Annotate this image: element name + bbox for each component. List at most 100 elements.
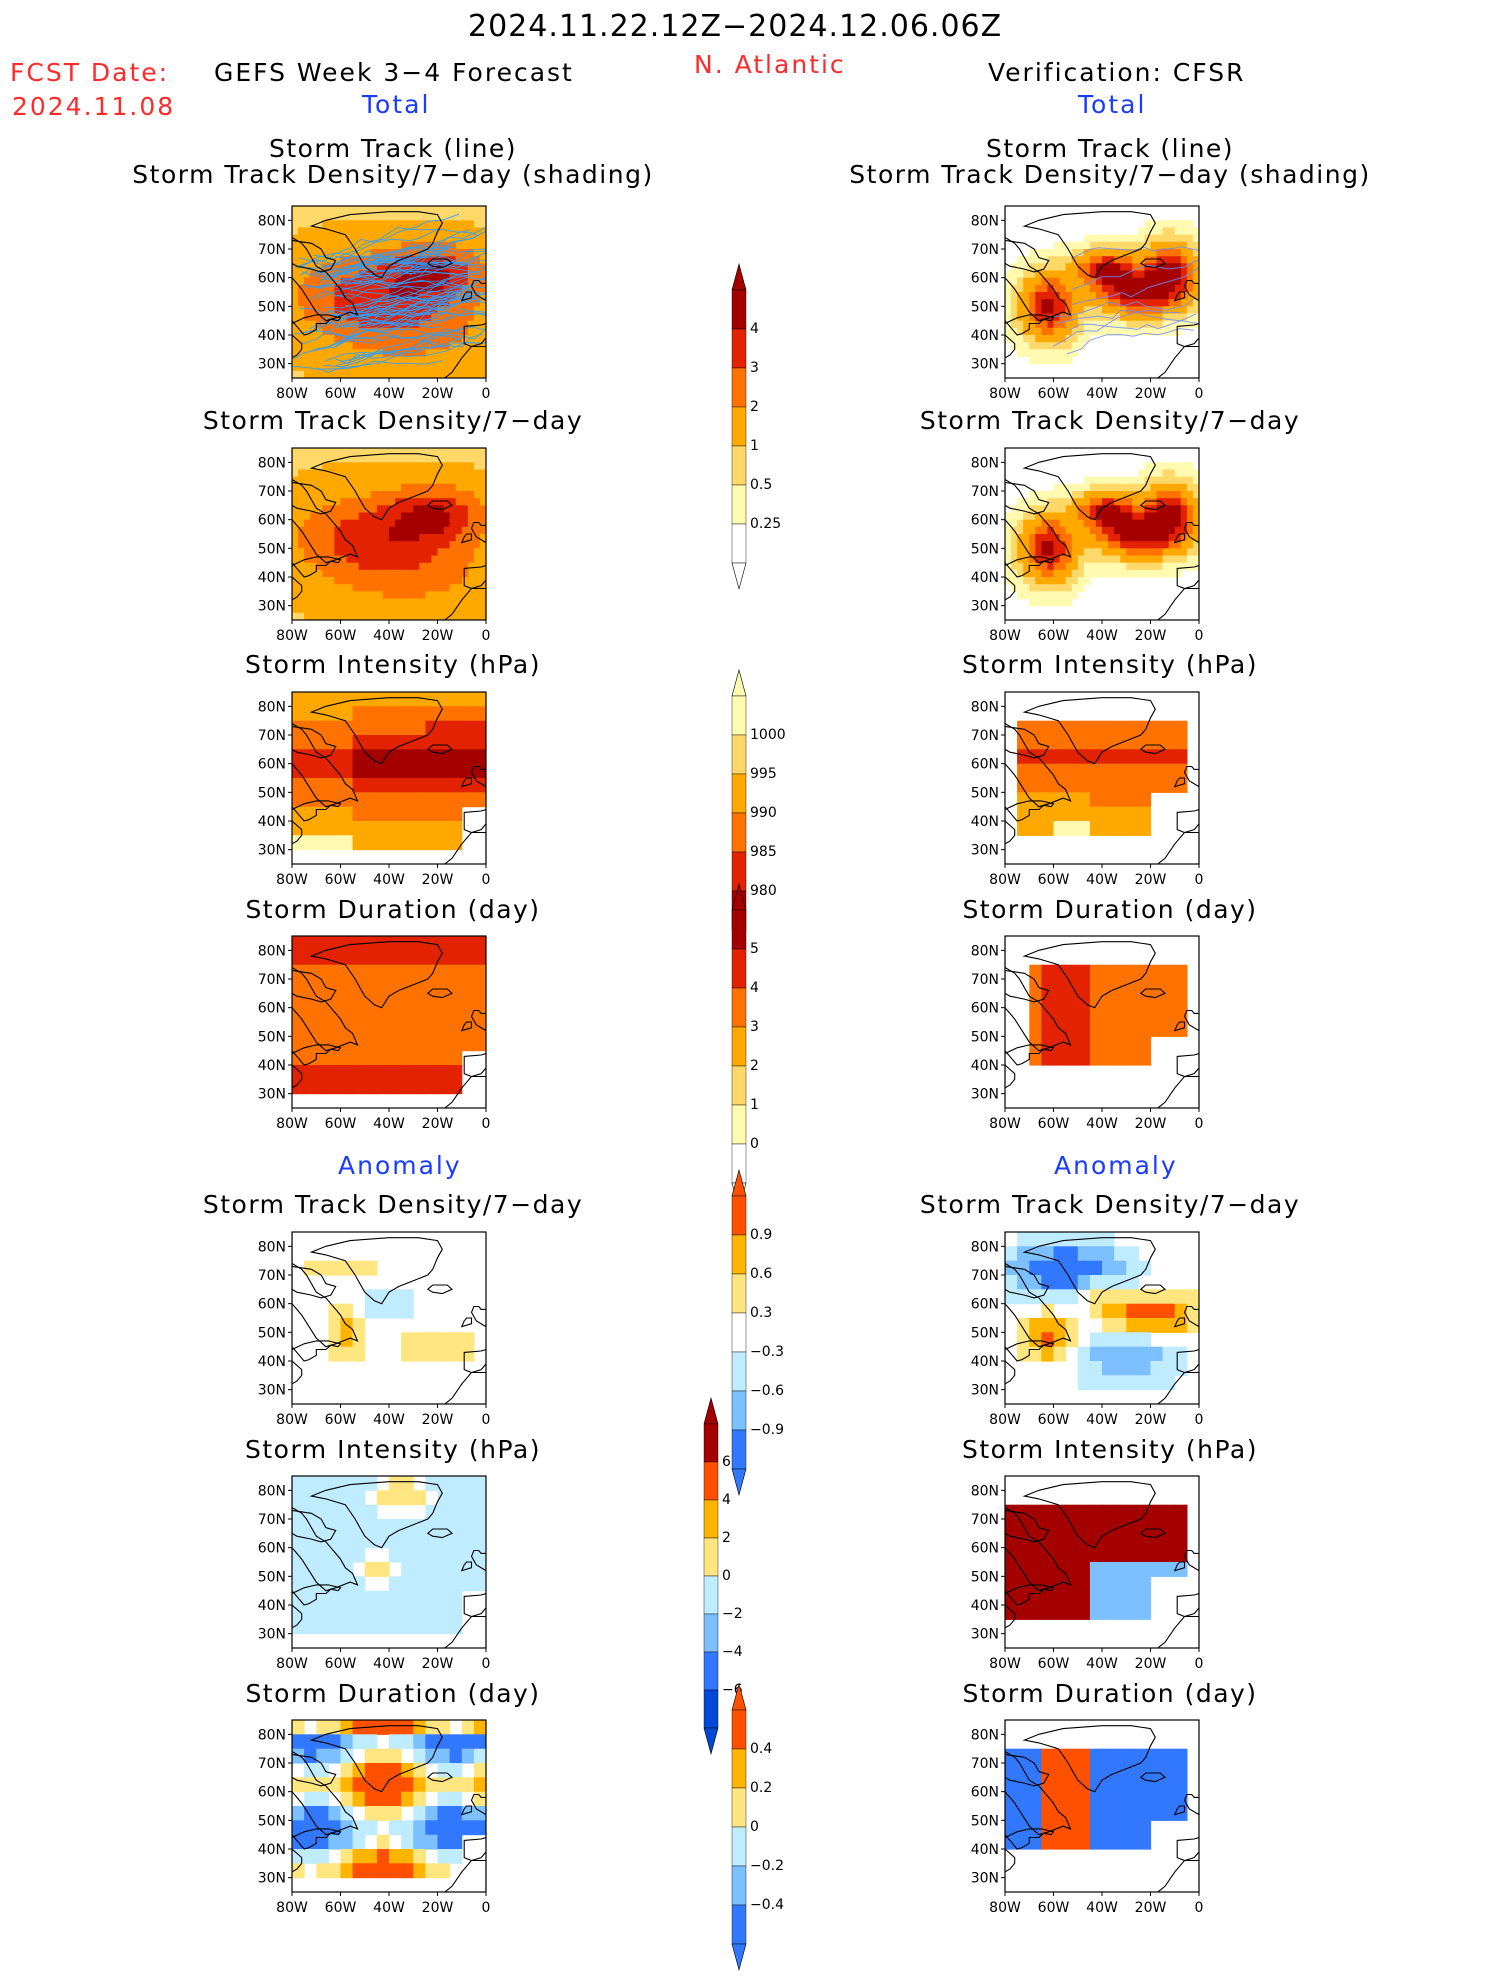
grid-cell (462, 979, 475, 994)
grid-cell (474, 692, 487, 707)
grid-cell (304, 584, 311, 592)
grid-cell (1054, 1777, 1067, 1792)
grid-cell (1114, 1548, 1127, 1563)
colorbar-label: 0.6 (750, 1266, 772, 1282)
grid-cell (438, 584, 445, 592)
grid-cell (444, 271, 451, 279)
grid-cell (389, 520, 396, 528)
grid-cell (474, 1763, 487, 1778)
grid-cell (1126, 735, 1139, 750)
grid-cell (401, 1533, 414, 1548)
grid-cell (322, 591, 329, 599)
grid-cell (450, 1347, 463, 1362)
grid-cell (474, 599, 481, 607)
grid-cell (310, 357, 317, 365)
grid-cell (1138, 520, 1145, 528)
lat-tick-label: 70N (258, 1756, 286, 1772)
grid-cell (1054, 1763, 1067, 1778)
grid-cell (322, 349, 329, 357)
grid-cell (310, 448, 317, 456)
grid-cell (1169, 271, 1176, 279)
grid-cell (1066, 570, 1073, 578)
grid-cell (310, 513, 317, 521)
grid-cell (1163, 1548, 1176, 1563)
grid-cell (389, 591, 396, 599)
grid-cell (462, 1576, 475, 1591)
grid-cell (1066, 1777, 1079, 1792)
grid-cell (438, 206, 445, 214)
lat-tick-label: 60N (258, 1297, 286, 1313)
grid-cell (359, 584, 366, 592)
grid-cell (1175, 220, 1182, 228)
grid-cell (1005, 314, 1012, 322)
grid-cell (1114, 1304, 1127, 1319)
grid-cell (413, 1763, 426, 1778)
grid-cell (474, 556, 481, 564)
grid-cell (1090, 1051, 1103, 1066)
grid-cell (450, 556, 457, 564)
grid-cell (371, 548, 378, 556)
grid-cell (1151, 1505, 1164, 1520)
grid-cell (1047, 249, 1054, 257)
grid-cell (1023, 527, 1030, 535)
grid-cell (468, 306, 475, 314)
grid-cell (474, 570, 481, 578)
grid-cell (1114, 1576, 1127, 1591)
grid-cell (413, 563, 420, 571)
grid-cell (413, 706, 426, 721)
grid-cell (1163, 220, 1170, 228)
grid-cell (401, 591, 408, 599)
grid-cell (310, 470, 317, 478)
grid-cell (413, 1749, 426, 1764)
grid-cell (1066, 1562, 1079, 1577)
left-total-label: Total (362, 92, 430, 117)
grid-cell (304, 692, 317, 707)
grid-cell (456, 484, 463, 492)
grid-cell (365, 1036, 378, 1051)
grid-cell (1041, 1304, 1054, 1319)
grid-cell (341, 1548, 354, 1563)
grid-cell (1029, 349, 1036, 357)
grid-cell (377, 1079, 390, 1094)
lat-tick-label: 30N (971, 1087, 999, 1103)
grid-cell (1108, 548, 1115, 556)
left-density-title: Storm Track Density/7−day (203, 408, 583, 433)
grid-cell (1175, 1533, 1188, 1548)
grid-cell (438, 721, 451, 736)
grid-cell (1029, 1022, 1042, 1037)
grid-cell (1144, 249, 1151, 257)
grid-cell (1041, 965, 1054, 980)
grid-cell (298, 256, 305, 264)
grid-cell (462, 462, 469, 470)
grid-cell (1078, 498, 1085, 506)
grid-cell (401, 484, 408, 492)
grid-cell (401, 599, 408, 607)
grid-cell (1035, 591, 1042, 599)
grid-cell (1102, 1548, 1115, 1563)
grid-cell (413, 541, 420, 549)
grid-cell (1181, 513, 1188, 521)
grid-cell (1187, 541, 1194, 549)
grid-cell (1114, 1605, 1127, 1620)
grid-cell (316, 778, 329, 793)
grid-cell (431, 606, 438, 614)
grid-cell (438, 556, 445, 564)
grid-cell (1126, 1605, 1139, 1620)
grid-cell (292, 1562, 305, 1577)
grid-cell (1017, 749, 1030, 764)
grid-cell (1102, 1605, 1115, 1620)
grid-cell (1163, 778, 1176, 793)
grid-cell (310, 477, 317, 485)
grid-cell (1078, 584, 1085, 592)
lat-tick-label: 50N (258, 541, 286, 557)
grid-cell (298, 357, 305, 365)
grid-cell (1114, 1318, 1127, 1333)
map-verif-intensity: 80N 70N 60N 50N 40N 30N 80W 60W 40W 20W 0 (955, 684, 1215, 888)
grid-cell (1090, 491, 1097, 499)
grid-cell (1187, 548, 1194, 556)
grid-cell (1120, 556, 1127, 564)
grid-cell (450, 1734, 463, 1749)
grid-cell (1041, 1562, 1054, 1577)
grid-cell (1017, 1548, 1030, 1563)
grid-cell (334, 548, 341, 556)
